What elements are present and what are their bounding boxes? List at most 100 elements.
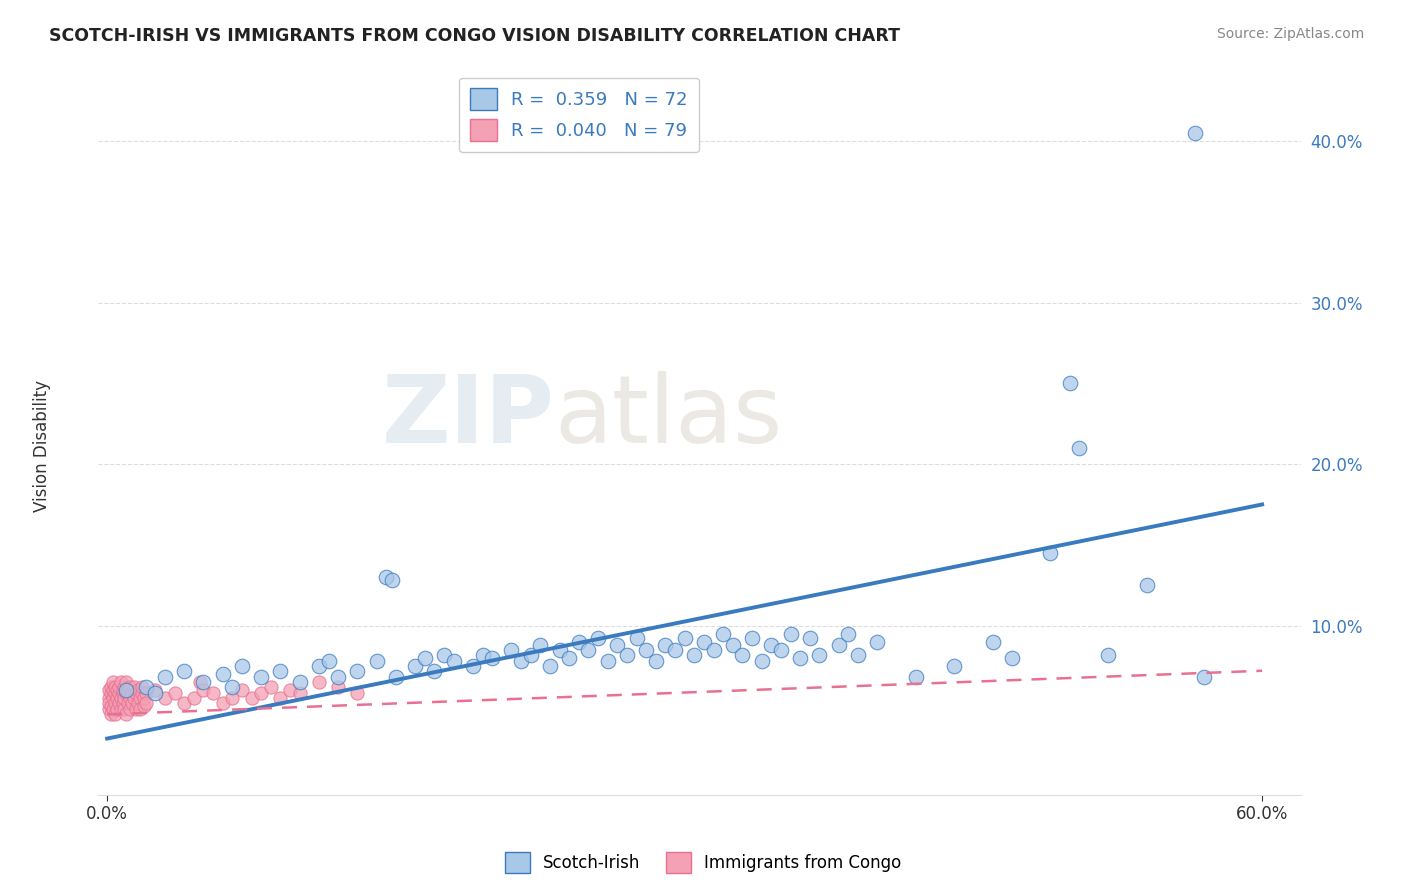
Point — [115, 686, 138, 700]
Point — [100, 686, 122, 700]
Point — [288, 686, 311, 700]
Point — [346, 664, 368, 678]
Point — [741, 632, 763, 646]
Point — [366, 654, 388, 668]
Point — [404, 659, 426, 673]
Point — [117, 686, 139, 700]
Point — [827, 638, 849, 652]
Point — [135, 680, 157, 694]
Point — [120, 702, 142, 716]
Point — [866, 634, 889, 648]
Point — [683, 648, 706, 662]
Point — [115, 675, 138, 690]
Point — [240, 691, 263, 706]
Point — [711, 626, 734, 640]
Point — [117, 683, 139, 698]
Point — [461, 659, 484, 673]
Point — [346, 686, 368, 700]
Point — [131, 680, 153, 694]
Point — [779, 626, 801, 640]
Point — [519, 648, 541, 662]
Point — [481, 650, 503, 665]
Point — [131, 686, 153, 700]
Point — [173, 664, 195, 678]
Point — [101, 675, 124, 690]
Point — [211, 667, 233, 681]
Point — [98, 691, 121, 706]
Point — [654, 638, 676, 652]
Point — [381, 574, 404, 588]
Point — [1069, 441, 1091, 455]
Point — [121, 686, 143, 700]
Point — [626, 632, 648, 646]
Point — [121, 696, 143, 710]
Point — [104, 707, 127, 722]
Point — [211, 696, 233, 710]
Point — [114, 691, 136, 706]
Point — [413, 650, 436, 665]
Point — [110, 675, 132, 690]
Point — [98, 696, 121, 710]
Point — [98, 683, 121, 698]
Point — [153, 670, 176, 684]
Point — [111, 683, 134, 698]
Point — [1194, 670, 1216, 684]
Point — [114, 702, 136, 716]
Text: ZIP: ZIP — [382, 371, 555, 463]
Point — [702, 642, 724, 657]
Point — [107, 680, 129, 694]
Point — [799, 632, 821, 646]
Point — [125, 702, 148, 716]
Point — [278, 683, 301, 698]
Point — [128, 702, 150, 716]
Point — [122, 691, 145, 706]
Point — [538, 659, 561, 673]
Point — [1059, 376, 1081, 391]
Point — [308, 675, 330, 690]
Point — [101, 683, 124, 698]
Point — [721, 638, 744, 652]
Point — [548, 642, 571, 657]
Point — [269, 691, 291, 706]
Point — [250, 686, 273, 700]
Point — [501, 642, 523, 657]
Text: Source: ZipAtlas.com: Source: ZipAtlas.com — [1216, 27, 1364, 41]
Text: SCOTCH-IRISH VS IMMIGRANTS FROM CONGO VISION DISABILITY CORRELATION CHART: SCOTCH-IRISH VS IMMIGRANTS FROM CONGO VI… — [49, 27, 900, 45]
Point — [751, 654, 773, 668]
Point — [510, 654, 533, 668]
Point — [761, 638, 783, 652]
Point — [981, 634, 1004, 648]
Point — [122, 680, 145, 694]
Point — [471, 648, 494, 662]
Point — [288, 675, 311, 690]
Point — [433, 648, 456, 662]
Point — [120, 680, 142, 694]
Point — [114, 680, 136, 694]
Point — [127, 683, 149, 698]
Point — [117, 696, 139, 710]
Point — [769, 642, 792, 657]
Point — [115, 683, 138, 698]
Legend: Scotch-Irish, Immigrants from Congo: Scotch-Irish, Immigrants from Congo — [498, 846, 908, 880]
Point — [636, 642, 658, 657]
Point — [163, 686, 186, 700]
Point — [231, 659, 253, 673]
Point — [231, 683, 253, 698]
Point — [1001, 650, 1024, 665]
Point — [107, 686, 129, 700]
Point — [105, 683, 128, 698]
Point — [250, 670, 273, 684]
Point — [193, 675, 215, 690]
Point — [904, 670, 927, 684]
Point — [183, 691, 205, 706]
Point — [443, 654, 465, 668]
Point — [221, 691, 243, 706]
Point — [269, 664, 291, 678]
Point — [568, 634, 591, 648]
Point — [558, 650, 581, 665]
Point — [104, 680, 127, 694]
Legend: R =  0.359   N = 72, R =  0.040   N = 79: R = 0.359 N = 72, R = 0.040 N = 79 — [458, 78, 699, 153]
Point — [111, 696, 134, 710]
Point — [104, 686, 127, 700]
Point — [221, 680, 243, 694]
